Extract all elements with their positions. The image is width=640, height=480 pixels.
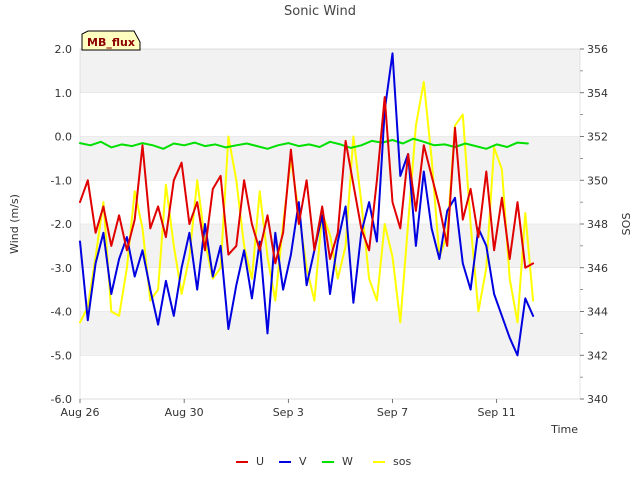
- y2-tick-label: 342: [587, 349, 608, 362]
- legend-item-sos[interactable]: sos: [373, 455, 411, 468]
- y2-tick-label: 340: [587, 393, 608, 406]
- legend-item-u[interactable]: U: [236, 455, 264, 468]
- background-band: [80, 49, 580, 93]
- legend-label: sos: [393, 455, 411, 468]
- background-bands: [80, 49, 580, 399]
- y-tick-label: 2.0: [55, 43, 73, 56]
- legend-item-w[interactable]: W: [322, 455, 353, 468]
- y2-tick-label: 356: [587, 43, 608, 56]
- background-band: [80, 355, 580, 399]
- y-tick-label: -3.0: [51, 262, 72, 275]
- y-tick-label: -4.0: [51, 306, 72, 319]
- y2-tick-label: 348: [587, 218, 608, 231]
- series-lines: [79, 52, 535, 357]
- x-tick-label: Sep 7: [377, 406, 408, 419]
- y2-tick-label: 344: [587, 306, 608, 319]
- series-line-v: [79, 52, 535, 357]
- x-tick-label: Aug 26: [61, 406, 100, 419]
- y2-tick-label: 346: [587, 262, 608, 275]
- mb-flux-badge: MB_flux: [81, 30, 141, 51]
- background-band: [80, 92, 580, 137]
- y-tick-label: -1.0: [51, 174, 72, 187]
- legend-label: V: [299, 455, 307, 468]
- x-axis-ticks: Aug 26 Aug 30 Sep 3 Sep 7 Sep 11: [61, 399, 516, 419]
- y2-axis-title: SOS: [620, 213, 633, 236]
- chart-title: Sonic Wind: [284, 4, 356, 19]
- badge-label: MB_flux: [87, 36, 135, 49]
- y2-axis-ticks: 356 354 352 350 348 346 344 342 340: [580, 43, 608, 406]
- y-tick-label: -5.0: [51, 349, 72, 362]
- y-tick-label: 1.0: [55, 87, 73, 100]
- y2-tick-label: 354: [587, 87, 608, 100]
- background-band: [80, 311, 580, 356]
- background-band: [80, 136, 580, 181]
- y-tick-label: -2.0: [51, 218, 72, 231]
- x-tick-label: Sep 11: [478, 406, 516, 419]
- x-tick-label: Sep 3: [273, 406, 304, 419]
- x-axis-title: Time: [550, 423, 578, 436]
- background-band: [80, 224, 580, 268]
- legend-label: W: [342, 455, 353, 468]
- legend-label: U: [256, 455, 264, 468]
- series-line-sos: [79, 80, 535, 324]
- y2-tick-label: 352: [587, 131, 608, 144]
- x-tick-label: Aug 30: [165, 406, 204, 419]
- legend-item-v[interactable]: V: [279, 455, 307, 468]
- y2-tick-label: 350: [587, 174, 608, 187]
- y-tick-label: -6.0: [51, 393, 72, 406]
- y-tick-label: 0.0: [55, 131, 73, 144]
- y-axis-ticks: 2.0 1.0 0.0 -1.0 -2.0 -3.0 -4.0 -5.0 -6.0: [51, 43, 72, 406]
- badge-shape: [81, 30, 141, 51]
- series-line-u: [79, 96, 535, 269]
- y-axis-title: Wind (m/s): [8, 194, 21, 254]
